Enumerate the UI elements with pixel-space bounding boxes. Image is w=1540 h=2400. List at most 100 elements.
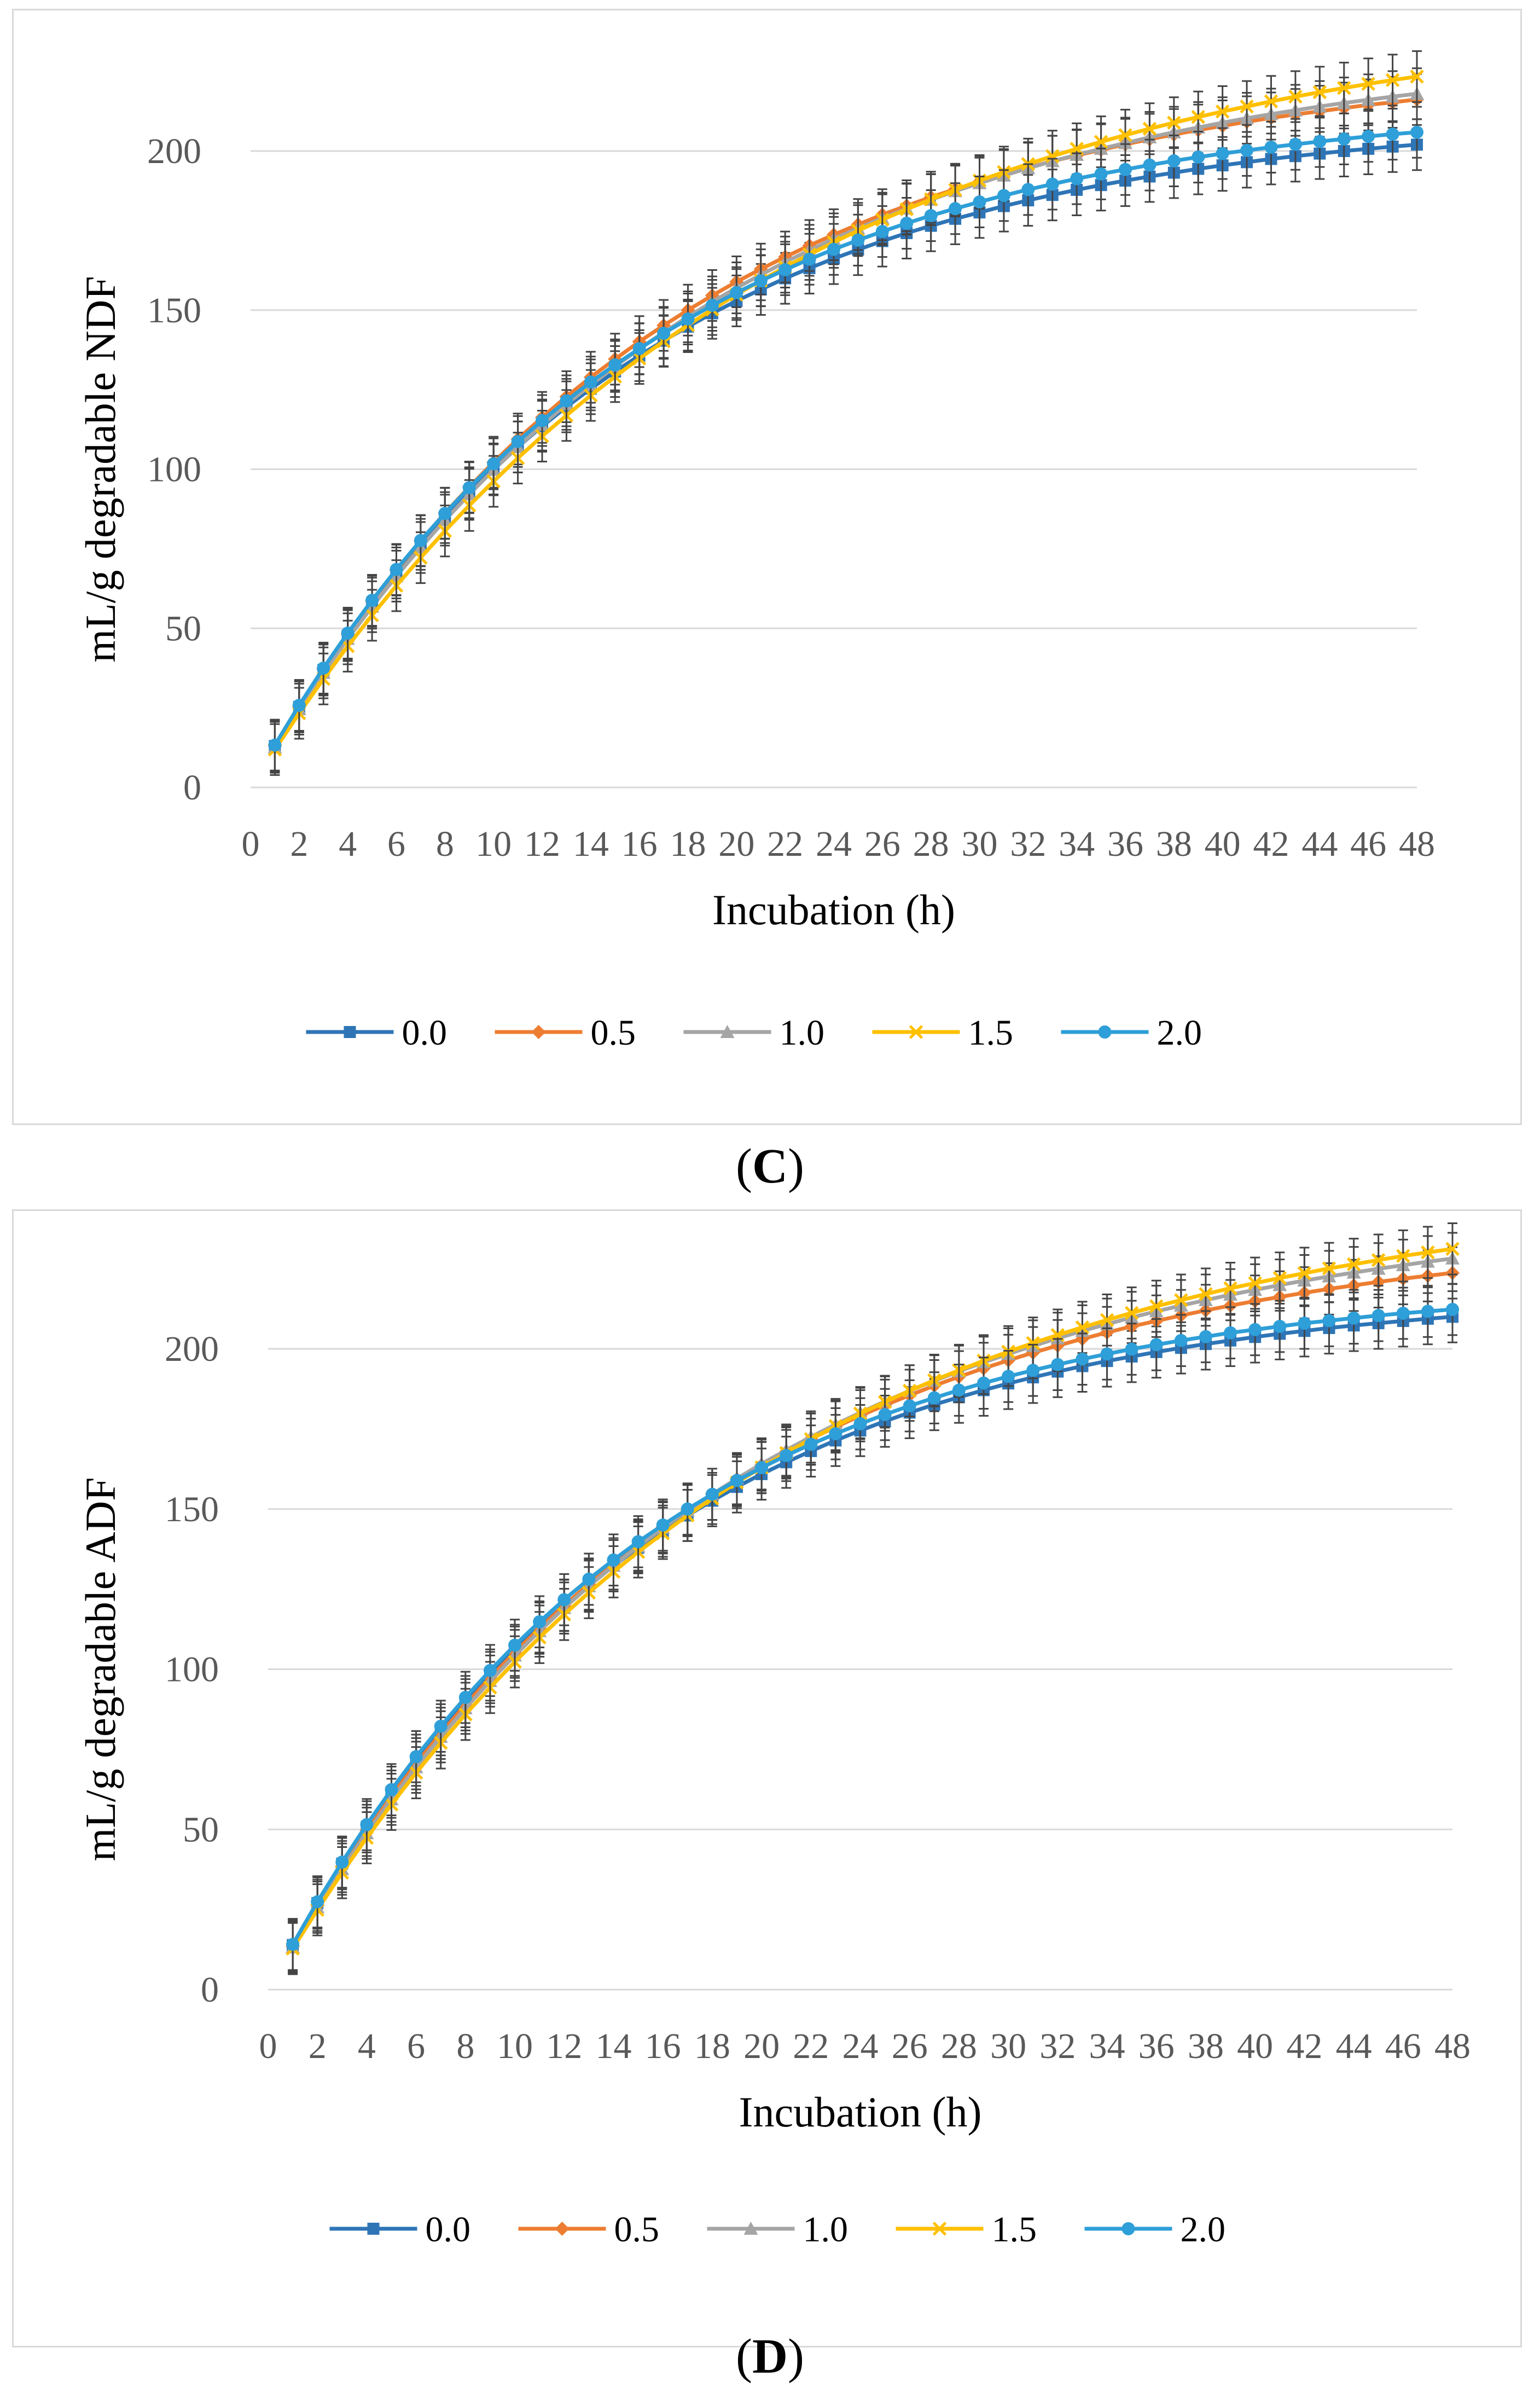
c-x-tick-28: 28 <box>913 824 949 864</box>
d-legend-label-1.5: 1.5 <box>992 2210 1037 2250</box>
c-x-tick-32: 32 <box>1010 824 1046 864</box>
c-x-tick-18: 18 <box>670 824 706 864</box>
d-errorbars-1.0 <box>288 1232 1457 1974</box>
d-x-tick-12: 12 <box>546 2026 582 2066</box>
c-point-2.0-30 <box>973 195 986 209</box>
d-errorbars-0.5 <box>288 1246 1457 1973</box>
chart-panel-d: 0 50 100 150 200 0 2 4 6 8 10 12 14 16 18 20 22 24 26 28 30 3… <box>12 1209 1522 2347</box>
d-series-0.5 <box>286 1246 1460 1973</box>
d-legend-marker-1.0 <box>743 2222 758 2235</box>
c-legend-marker-1.5 <box>909 1025 923 1039</box>
c-point-2.0-22 <box>778 263 792 276</box>
c-y-tick-100: 100 <box>147 450 201 490</box>
c-point-2.0-40 <box>1216 147 1229 160</box>
d-point-2.0-8 <box>458 1691 472 1705</box>
d-y-axis-title: mL/g degradable ADF <box>77 1477 124 1862</box>
c-point-2.0-33 <box>1045 177 1059 191</box>
d-point-2.0-37 <box>1174 1334 1188 1347</box>
d-legend-label-0.5: 0.5 <box>614 2210 660 2250</box>
c-line-0.5 <box>273 97 1417 747</box>
c-point-1.5-35 <box>1094 135 1108 149</box>
d-x-tick-40: 40 <box>1237 2026 1273 2066</box>
c-legend: 0.0 0.5 1.0 1.5 2.0 <box>306 1013 1202 1053</box>
d-point-2.0-39 <box>1224 1326 1237 1340</box>
c-legend-label-1.5: 1.5 <box>968 1013 1014 1053</box>
d-x-tick-2: 2 <box>309 2026 327 2066</box>
d-point-2.0-28 <box>952 1383 966 1397</box>
d-point-2.0-4 <box>360 1818 374 1831</box>
c-x-tick-14: 14 <box>573 824 609 864</box>
c-point-2.0-3 <box>317 661 330 675</box>
c-point-2.0-17 <box>657 327 671 340</box>
d-point-2.0-7 <box>434 1719 448 1733</box>
c-legend-item-0.0: 0.0 <box>306 1013 447 1053</box>
c-x-tick-26: 26 <box>864 824 900 864</box>
c-x-tick-22: 22 <box>767 824 803 864</box>
d-point-2.0-22 <box>804 1437 818 1451</box>
d-point-2.0-26 <box>903 1399 916 1413</box>
c-x-tick-38: 38 <box>1156 824 1192 864</box>
c-point-2.0-4 <box>341 626 355 640</box>
d-x-tick-22: 22 <box>793 2026 829 2066</box>
d-x-tick-42: 42 <box>1286 2026 1322 2066</box>
d-point-2.0-41 <box>1273 1320 1287 1334</box>
d-legend-item-0.0: 0.0 <box>329 2210 470 2250</box>
caption-c-close: ) <box>788 1139 804 1193</box>
c-point-2.0-5 <box>365 594 379 607</box>
caption-c-open: ( <box>736 1139 752 1193</box>
d-y-tick-200: 200 <box>165 1329 219 1369</box>
caption-d-close: ) <box>788 2329 804 2384</box>
d-y-tick-0: 0 <box>201 1970 219 2010</box>
c-markers-1.5 <box>268 69 1424 757</box>
c-point-2.0-26 <box>875 225 889 239</box>
c-point-2.0-44 <box>1313 135 1327 148</box>
c-point-1.5-44 <box>1312 85 1327 100</box>
d-legend-item-0.5: 0.5 <box>518 2210 660 2250</box>
c-x-tick-8: 8 <box>436 824 454 864</box>
d-point-1.5-43 <box>1322 1261 1336 1276</box>
d-point-1.5-47 <box>1421 1245 1435 1260</box>
c-legend-marker-0.0 <box>344 1026 356 1038</box>
c-x-tick-16: 16 <box>621 824 658 864</box>
d-point-2.0-1 <box>286 1938 300 1951</box>
d-point-2.0-35 <box>1125 1342 1138 1356</box>
c-errorbars-1.0 <box>270 67 1422 774</box>
c-point-2.0-11 <box>511 434 525 448</box>
d-x-tick-4: 4 <box>358 2026 376 2066</box>
d-point-2.0-47 <box>1421 1305 1434 1318</box>
c-point-2.0-10 <box>487 457 501 471</box>
d-point-1.5-46 <box>1396 1249 1410 1263</box>
d-markers-1.0 <box>286 1251 1460 1953</box>
c-point-2.0-15 <box>608 358 622 372</box>
c-point-2.0-16 <box>632 342 646 356</box>
c-x-tick-20: 20 <box>718 824 754 864</box>
c-y-tick-0: 0 <box>183 768 201 808</box>
d-x-tick-10: 10 <box>497 2026 533 2066</box>
d-point-2.0-34 <box>1100 1347 1114 1361</box>
d-x-tick-28: 28 <box>941 2026 977 2066</box>
d-x-tick-34: 34 <box>1089 2026 1125 2066</box>
c-point-1.5-37 <box>1142 121 1157 136</box>
d-point-2.0-44 <box>1347 1311 1361 1325</box>
d-point-2.0-24 <box>853 1417 867 1431</box>
d-point-2.0-13 <box>582 1572 596 1586</box>
d-point-2.0-14 <box>607 1553 620 1567</box>
c-markers-1.0 <box>268 86 1424 753</box>
d-point-2.0-23 <box>829 1427 842 1441</box>
d-legend-item-2.0: 2.0 <box>1084 2210 1225 2250</box>
c-x-tick-24: 24 <box>816 824 852 864</box>
c-point-1.5-43 <box>1288 89 1303 104</box>
c-point-1.5-33 <box>1045 149 1060 164</box>
d-point-2.0-16 <box>656 1518 670 1532</box>
d-legend-marker-0.5 <box>555 2222 569 2236</box>
c-point-1.5-47 <box>1385 73 1400 88</box>
d-point-2.0-3 <box>335 1855 349 1869</box>
d-y-tick-150: 150 <box>165 1489 219 1529</box>
c-legend-item-2.0: 2.0 <box>1061 1013 1202 1053</box>
c-errorbars-2.0 <box>270 106 1422 772</box>
c-legend-marker-2.0 <box>1098 1025 1112 1039</box>
d-point-2.0-20 <box>755 1461 769 1475</box>
c-point-2.0-41 <box>1240 143 1254 157</box>
d-point-1.5-33 <box>1075 1320 1090 1335</box>
